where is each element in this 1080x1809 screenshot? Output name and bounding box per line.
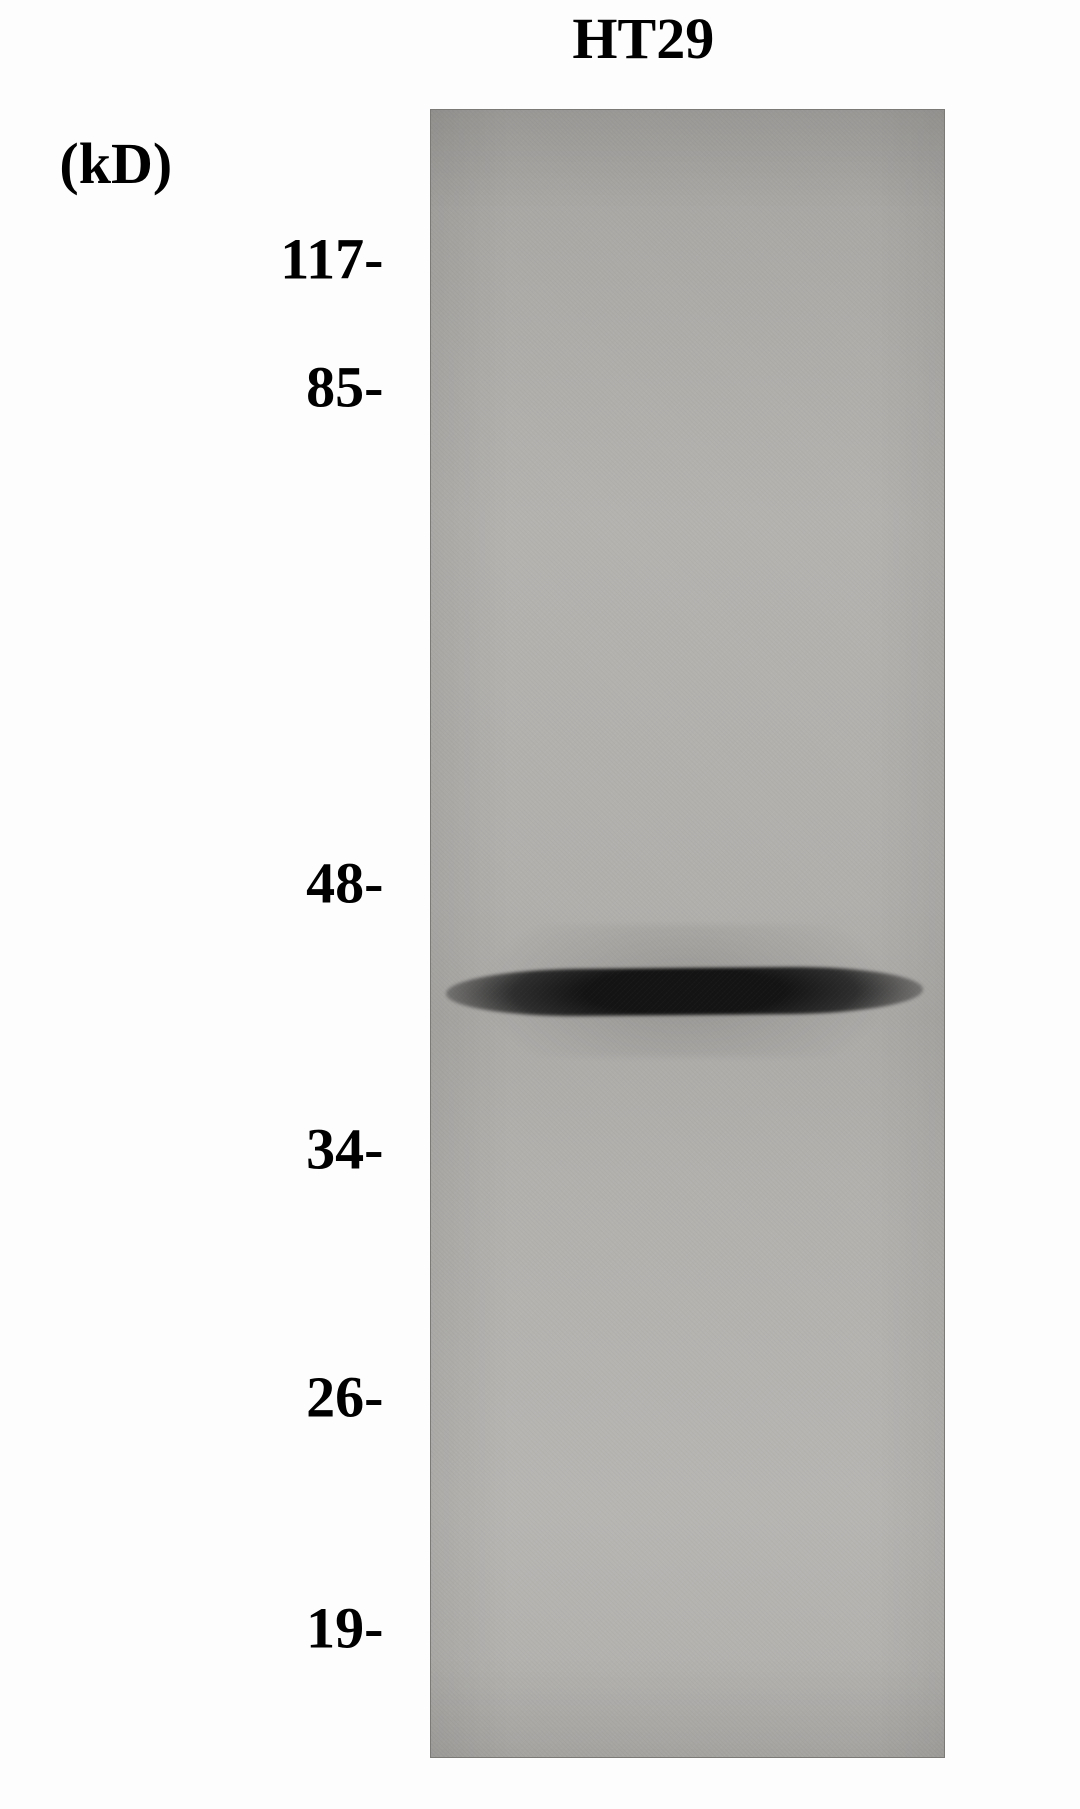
lane-label: HT29 [572, 5, 714, 72]
unit-label: (kD) [59, 130, 172, 197]
blot-lane [430, 109, 945, 1759]
mw-marker-34: 34- [59, 1115, 383, 1182]
mw-marker-26: 26- [59, 1363, 383, 1430]
mw-marker-19: 19- [59, 1595, 383, 1662]
mw-marker-85: 85- [59, 354, 383, 421]
membrane-noise [431, 110, 944, 1758]
mw-marker-48: 48- [59, 849, 383, 916]
mw-marker-117: 117- [59, 225, 383, 292]
western-blot-figure: HT29 (kD) 117- 85- 48- 34- 26- 19- [0, 0, 1080, 1809]
